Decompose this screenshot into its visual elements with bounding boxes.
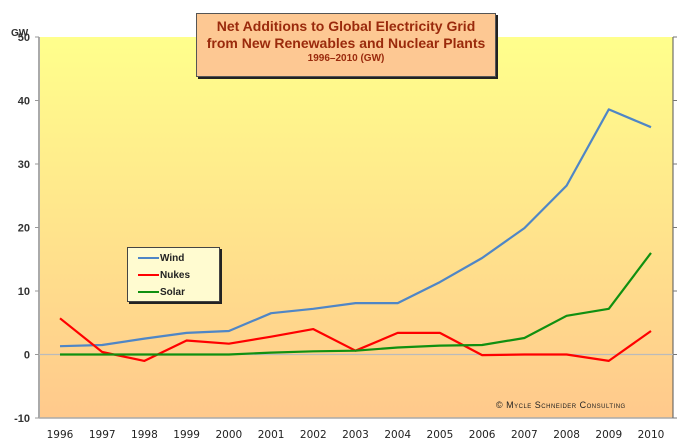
x-tick-label: 2008: [553, 429, 580, 441]
x-tick-label: 2003: [342, 429, 369, 441]
y-tick-label: 40: [18, 96, 30, 108]
x-tick-label: 1997: [89, 429, 116, 441]
x-tick-label: 2007: [511, 429, 538, 441]
y-tick-label: -10: [14, 413, 30, 425]
legend-label-nukes: Nukes: [160, 269, 191, 281]
y-axis-label: GW: [11, 28, 29, 39]
y-tick-label: 30: [18, 159, 30, 171]
legend-swatch-nukes: [138, 274, 159, 276]
legend-label-solar: Solar: [160, 286, 186, 298]
x-tick-label: 2009: [595, 429, 622, 441]
x-tick-label: 2006: [469, 429, 496, 441]
x-tick-label: 2000: [215, 429, 242, 441]
chart-title-line1: Net Additions to Global Electricity Grid: [216, 18, 476, 34]
x-tick-label: 2002: [300, 429, 327, 441]
x-tick-label: 2010: [638, 429, 665, 441]
legend-label-wind: Wind: [160, 252, 185, 264]
chart-subtitle: 1996–2010 (GW): [307, 53, 385, 64]
series-line-wind: [59, 108, 652, 348]
series-line-solar: [60, 252, 652, 356]
plot-area: [39, 37, 673, 418]
chart-title-line2: from New Renewables and Nuclear Plants: [206, 35, 486, 51]
x-tick-label: 2004: [384, 429, 411, 441]
legend-item-solar: Solar: [138, 285, 185, 299]
x-tick-label: 2001: [258, 429, 285, 441]
y-tick-label: 20: [18, 223, 30, 235]
y-tick-label: 0: [24, 350, 30, 362]
y-tick-label: 10: [18, 286, 30, 298]
legend: Wind Nukes Solar: [127, 247, 220, 302]
y-tick-label: 50: [18, 32, 30, 44]
legend-item-nukes: Nukes: [138, 268, 190, 282]
x-tick-label: 2005: [427, 429, 454, 441]
x-tick-label: 1999: [173, 429, 200, 441]
legend-item-wind: Wind: [138, 251, 184, 265]
legend-swatch-wind: [138, 257, 159, 259]
x-tick-label: 1998: [131, 429, 158, 441]
legend-swatch-solar: [138, 291, 159, 293]
chart-title-box: Net Additions to Global Electricity Grid…: [196, 13, 496, 77]
copyright-credit: © Mycle Schneider Consulting: [496, 400, 626, 410]
x-tick-label: 1996: [47, 429, 74, 441]
